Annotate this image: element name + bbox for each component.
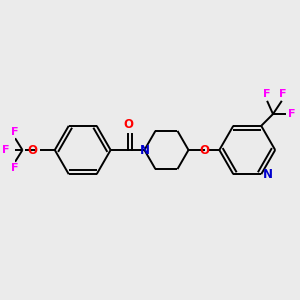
Text: O: O [123,118,133,131]
Text: F: F [11,163,19,173]
Text: F: F [263,89,270,99]
Text: F: F [279,89,286,99]
Text: F: F [288,109,295,119]
Text: N: N [263,168,273,181]
Text: F: F [11,127,19,137]
Text: O: O [200,143,210,157]
Text: F: F [2,145,9,155]
Text: O: O [28,143,38,157]
Text: N: N [140,143,149,157]
